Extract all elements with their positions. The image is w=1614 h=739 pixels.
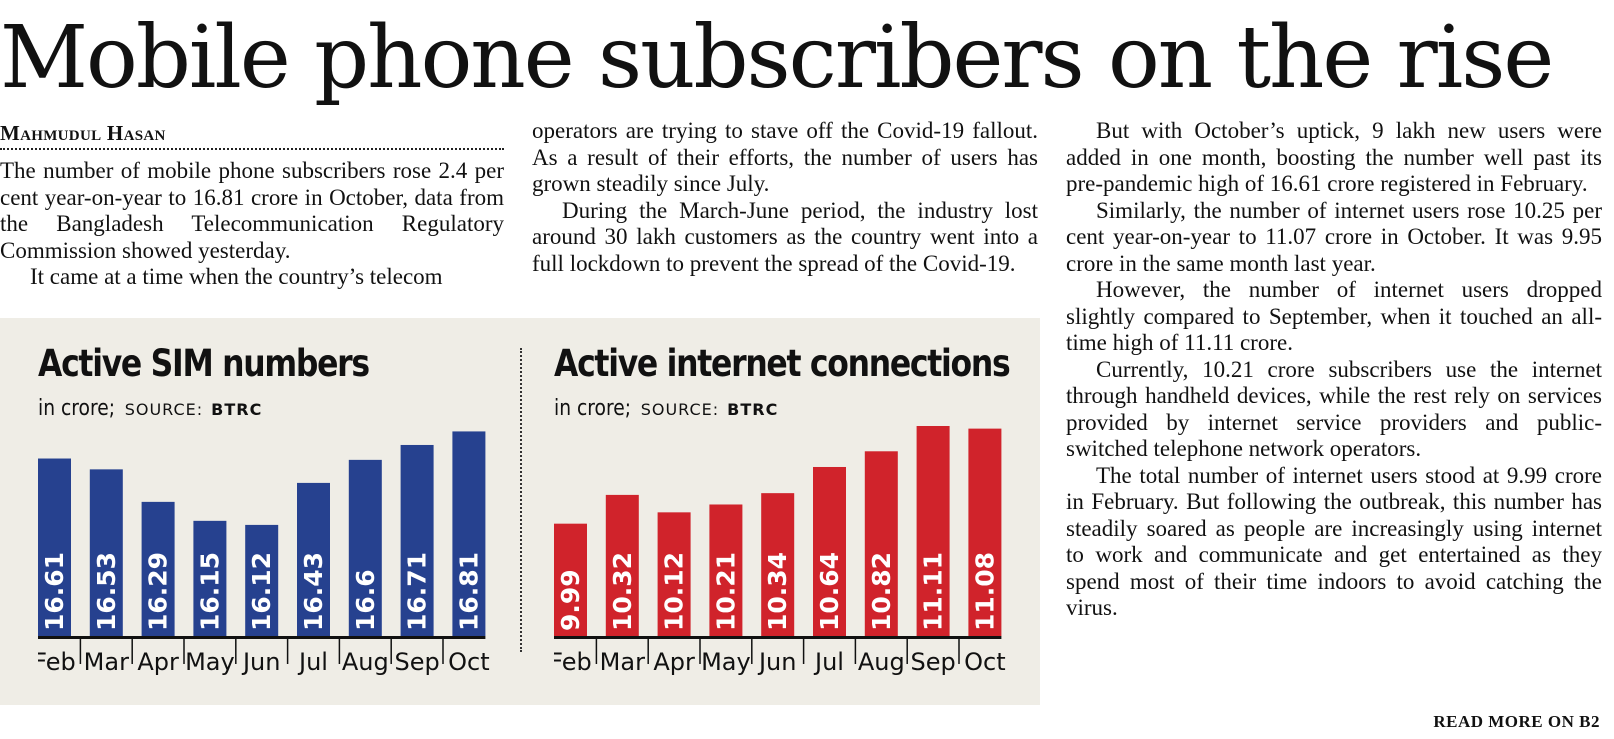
paragraph: But with October’s uptick, 9 lakh new us… bbox=[1066, 118, 1602, 196]
bar-value-label: 10.12 bbox=[660, 552, 689, 631]
chart-source: BTRC bbox=[727, 400, 779, 419]
bar-value-label: 16.43 bbox=[299, 552, 328, 631]
paragraph: During the March-June period, the indust… bbox=[532, 197, 1038, 276]
bar-mar bbox=[89, 469, 123, 636]
x-tick-label: Aug bbox=[342, 648, 389, 676]
bar-sep bbox=[400, 444, 434, 636]
x-tick-label: May bbox=[185, 648, 235, 676]
chart-subtitle: in crore; SOURCE: BTRC bbox=[554, 396, 778, 421]
bar-value-label: 10.64 bbox=[815, 552, 844, 631]
bar-apr bbox=[141, 501, 175, 636]
bar-jul bbox=[297, 482, 330, 636]
bar-value-label: 10.82 bbox=[867, 552, 896, 631]
x-tick-label: Jun bbox=[241, 648, 281, 676]
bar-value-label: 16.61 bbox=[40, 552, 69, 631]
chart-title: Active SIM numbers bbox=[38, 342, 370, 385]
internet-chart-panel: Active internet connections in crore; SO… bbox=[554, 318, 1024, 705]
article-column-3: But with October’s uptick, 9 lakh new us… bbox=[1066, 118, 1602, 622]
bar-value-label: 10.21 bbox=[711, 552, 740, 631]
chart-title: Active internet connections bbox=[554, 342, 1011, 385]
bar-mar bbox=[605, 494, 639, 636]
bar-value-label: 16.81 bbox=[454, 552, 483, 631]
bar-value-label: 16.12 bbox=[247, 552, 276, 631]
bar-value-label: 16.53 bbox=[92, 552, 121, 631]
bar-may bbox=[709, 504, 743, 636]
bar-oct bbox=[968, 428, 1002, 636]
paragraph: It came at a time when the country’s tel… bbox=[30, 264, 443, 289]
bar-jun bbox=[245, 524, 279, 636]
chart-source-label: SOURCE: bbox=[124, 400, 204, 419]
x-tick-label: Sep bbox=[394, 648, 439, 676]
bar-value-label: 16.15 bbox=[195, 552, 224, 631]
bar-sep bbox=[916, 426, 950, 636]
bar-jun bbox=[761, 493, 795, 636]
x-tick-label: Jul bbox=[813, 648, 844, 676]
bar-value-label: 9.99 bbox=[556, 569, 585, 631]
chart-divider bbox=[520, 348, 522, 652]
x-tick-label: Jul bbox=[297, 648, 328, 676]
bar-value-label: 10.34 bbox=[763, 552, 792, 631]
byline: Mahmudul Hasan bbox=[0, 118, 504, 150]
paragraph: Similarly, the number of internet users … bbox=[1066, 197, 1602, 276]
read-more-link[interactable]: READ MORE ON B2 bbox=[1433, 712, 1600, 731]
headline: Mobile phone subscribers on the rise bbox=[0, 8, 1554, 108]
chart-unit: in crore; bbox=[554, 396, 632, 421]
sim-chart-panel: Active SIM numbers in crore; SOURCE: BTR… bbox=[38, 318, 508, 705]
bar-value-label: 11.08 bbox=[970, 552, 999, 631]
chart-source-label: SOURCE: bbox=[640, 400, 720, 419]
bar-feb bbox=[38, 458, 71, 636]
chart-source: BTRC bbox=[211, 400, 263, 419]
x-tick-label: Mar bbox=[600, 648, 645, 676]
bar-aug bbox=[348, 459, 382, 636]
x-tick-label: Oct bbox=[964, 648, 1006, 676]
bar-value-label: 11.11 bbox=[919, 552, 948, 631]
bar-value-label: 16.29 bbox=[144, 552, 173, 631]
paragraph: The total number of internet users stood… bbox=[1066, 462, 1602, 621]
paragraph: The number of mobile phone subscribers r… bbox=[0, 158, 504, 263]
sim-bar-chart: 16.61 Feb 16.53 Mar 16.29 Apr 16.15 May 16.12 Jun… bbox=[38, 431, 490, 676]
bar-value-label: 10.32 bbox=[608, 552, 637, 631]
bar-feb bbox=[554, 523, 587, 636]
bar-oct bbox=[452, 431, 486, 636]
x-tick-label: Feb bbox=[554, 648, 592, 676]
article-column-1: Mahmudul Hasan The number of mobile phon… bbox=[0, 118, 504, 291]
bar-value-label: 16.6 bbox=[351, 569, 380, 631]
paragraph: However, the number of internet users dr… bbox=[1066, 277, 1602, 355]
paragraph: Currently, 10.21 crore subscribers use t… bbox=[1066, 356, 1602, 462]
x-tick-label: May bbox=[701, 648, 751, 676]
article-column-2: operators are trying to stave off the Co… bbox=[532, 118, 1038, 277]
bar-value-label: 16.71 bbox=[403, 552, 432, 631]
x-tick-label: Sep bbox=[910, 648, 955, 676]
x-tick-label: Mar bbox=[84, 648, 129, 676]
x-tick-label: Feb bbox=[38, 648, 76, 676]
chart-graphic: Active SIM numbers in crore; SOURCE: BTR… bbox=[0, 318, 1040, 705]
chart-unit: in crore; bbox=[38, 396, 116, 421]
x-tick-label: Apr bbox=[653, 648, 695, 676]
bar-aug bbox=[864, 451, 898, 636]
bar-may bbox=[193, 520, 227, 636]
x-tick-label: Oct bbox=[448, 648, 490, 676]
paragraph: operators are trying to stave off the Co… bbox=[532, 118, 1038, 196]
x-tick-label: Apr bbox=[137, 648, 179, 676]
internet-bar-chart: 9.99 Feb 10.32 Mar 10.12 Apr 10.21 May 10.34 Jun 1… bbox=[554, 426, 1006, 676]
bar-jul bbox=[813, 466, 846, 636]
x-tick-label: Aug bbox=[858, 648, 905, 676]
chart-subtitle: in crore; SOURCE: BTRC bbox=[38, 396, 262, 421]
x-tick-label: Jun bbox=[757, 648, 797, 676]
bar-apr bbox=[657, 512, 691, 636]
